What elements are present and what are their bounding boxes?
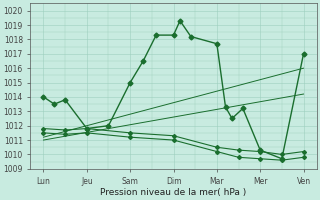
- X-axis label: Pression niveau de la mer( hPa ): Pression niveau de la mer( hPa ): [100, 188, 247, 197]
